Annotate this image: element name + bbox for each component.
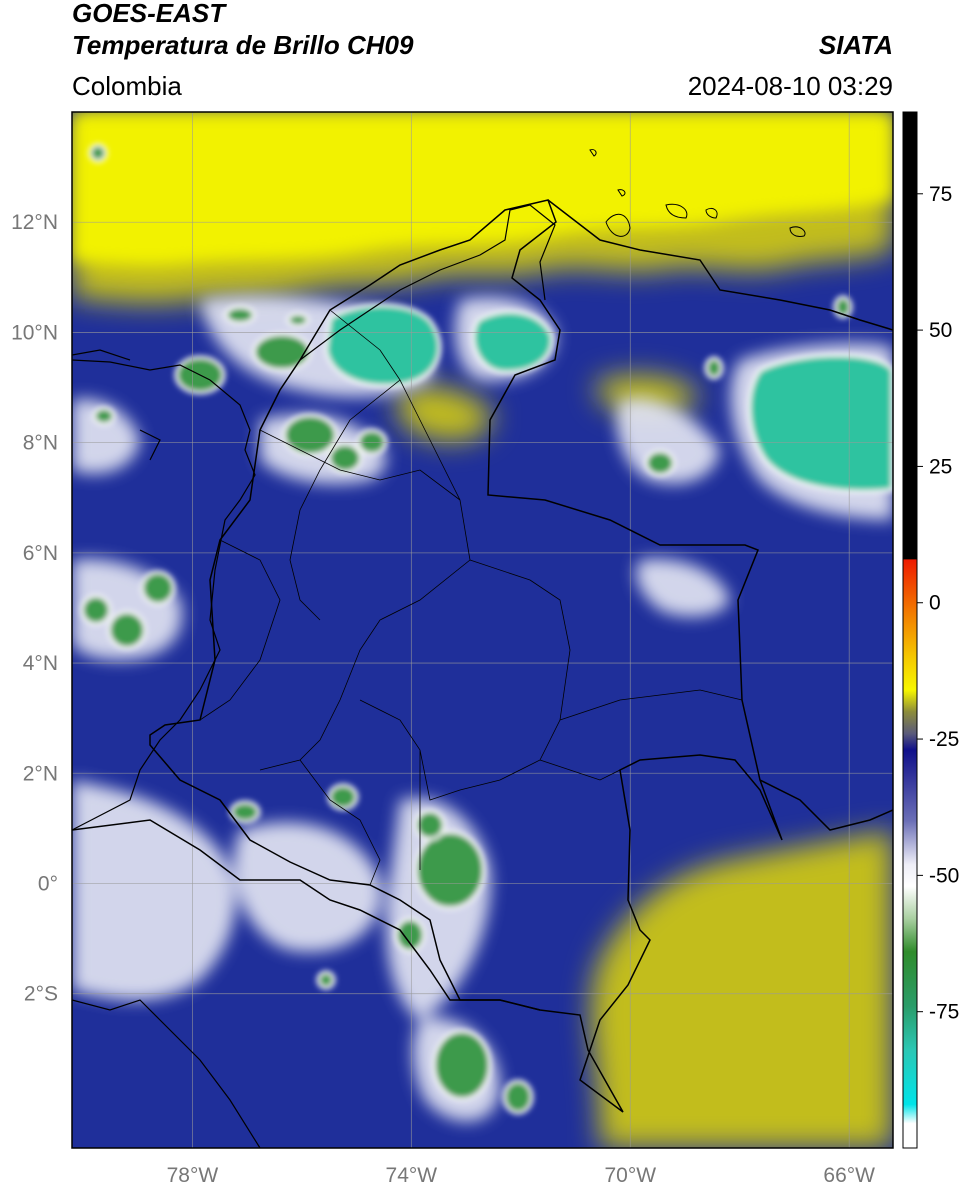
- lon-tick-label: 66°W: [823, 1164, 875, 1187]
- satellite-title: GOES-EAST: [72, 0, 226, 28]
- clear-sky-southeast: [397, 375, 893, 1148]
- lon-tick-label: 74°W: [386, 1164, 438, 1187]
- venezuela-border: [547, 199, 893, 331]
- central-america-coast: [72, 349, 161, 461]
- organization-label: SIATA: [818, 30, 893, 60]
- peru-coast: [72, 999, 261, 1148]
- latitude-tick-labels: 12°N 10°N 8°N 6°N 4°N 2°N 0° 2°S: [11, 211, 58, 1005]
- pacific-coast: [72, 569, 221, 831]
- lat-tick-label: 0°: [38, 872, 58, 895]
- timestamp-label: 2024-08-10 03:29: [687, 71, 893, 101]
- ecuador-peru-border: [72, 819, 541, 1011]
- lat-tick-label: 6°N: [23, 542, 58, 565]
- map-area: [72, 112, 893, 1148]
- lat-tick-label: 12°N: [11, 211, 58, 234]
- colorbar: 75 50 25 0 -25 -50 -75: [902, 111, 959, 1149]
- colorbar-gradient: [902, 111, 918, 1149]
- colorbar-tick-label: 0: [929, 592, 941, 615]
- islands: [589, 149, 806, 237]
- lat-tick-label: 4°N: [23, 652, 58, 675]
- colombia-border: [149, 199, 783, 1113]
- region-label: Colombia: [72, 71, 182, 101]
- panama-coast: [72, 359, 256, 571]
- caribbean-coast: [299, 204, 556, 361]
- colorbar-tick-label: 75: [929, 183, 952, 206]
- lon-tick-label: 70°W: [604, 1164, 656, 1187]
- colorbar-tick-label: -25: [929, 728, 959, 751]
- lat-tick-label: 10°N: [11, 321, 58, 344]
- lat-tick-label: 8°N: [23, 432, 58, 455]
- lat-tick-label: 2°S: [24, 983, 58, 1006]
- lat-tick-label: 2°N: [23, 762, 58, 785]
- cold-cloud-tops: [80, 143, 853, 1115]
- clear-sky-north-core: [72, 112, 893, 266]
- colorbar-tick-label: 50: [929, 319, 952, 342]
- colorbar-tick-labels: 75 50 25 0 -25 -50 -75: [917, 183, 959, 1024]
- political-boundaries: [72, 149, 893, 1148]
- colorbar-tick-label: -75: [929, 1001, 959, 1024]
- longitude-tick-labels: 78°W 74°W 70°W 66°W: [167, 1164, 876, 1187]
- map-gridlines: [72, 112, 893, 1148]
- product-title: Temperatura de Brillo CH09: [72, 30, 414, 60]
- lon-tick-label: 78°W: [167, 1164, 219, 1187]
- map-frame: [71, 111, 894, 1149]
- brazil-border: [759, 779, 893, 831]
- colorbar-tick-label: 25: [929, 455, 952, 478]
- department-lines: [199, 309, 743, 886]
- colorbar-tick-label: -50: [929, 864, 959, 887]
